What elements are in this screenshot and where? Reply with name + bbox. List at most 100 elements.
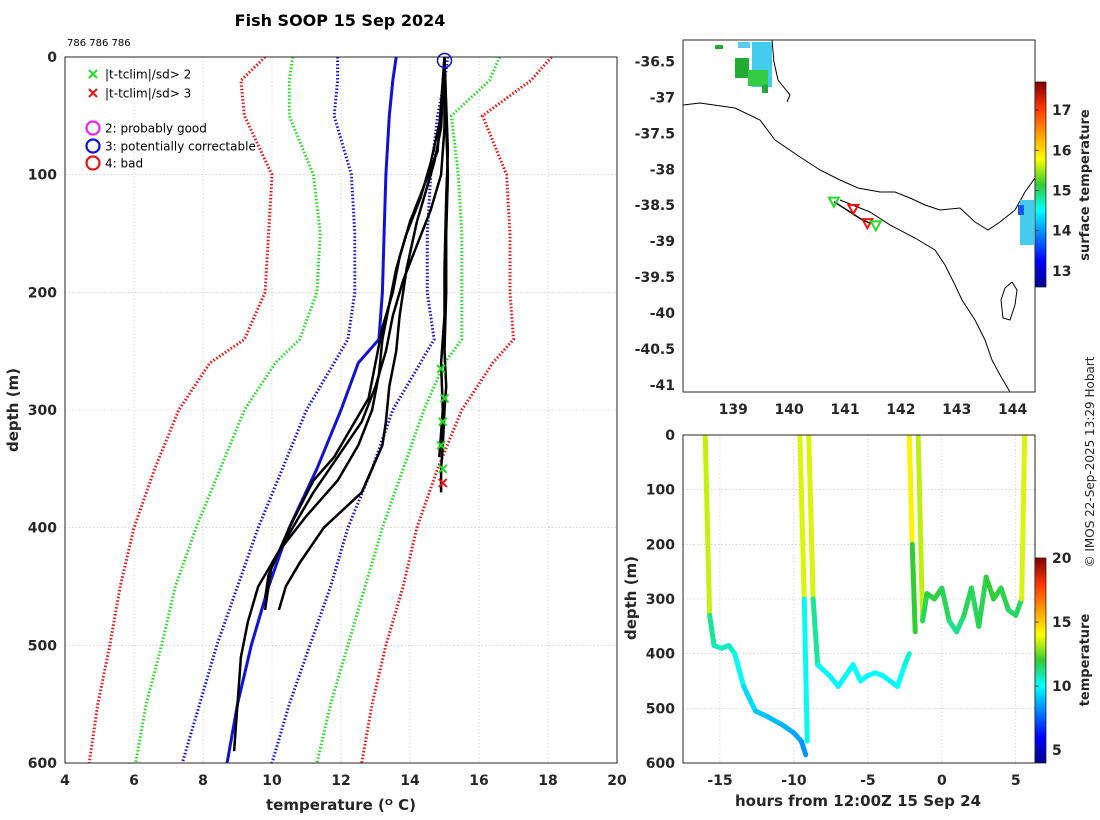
clim-mean+2sd xyxy=(315,57,502,763)
map-y-tick-label: -39 xyxy=(650,234,675,250)
section-colorbar xyxy=(1034,557,1047,764)
map-x-tick-label: 142 xyxy=(886,402,915,418)
climatology-lines xyxy=(87,57,553,763)
map-x-tick-label: 143 xyxy=(942,402,971,418)
section-colorbar-label: temperature xyxy=(1078,614,1093,707)
y-tick-label: 300 xyxy=(28,403,57,419)
clim-mean+1sd xyxy=(270,57,450,763)
section-x-tick-label: 5 xyxy=(1011,773,1021,789)
section-x-tick-label: 0 xyxy=(937,773,947,789)
colorbar-tick-label: 10 xyxy=(1052,679,1072,695)
y-tick-label: 500 xyxy=(28,638,57,654)
section-segment xyxy=(939,585,952,624)
map-colorbar xyxy=(1034,81,1047,288)
x-tick-label: 12 xyxy=(331,773,350,789)
x-tick-label: 8 xyxy=(198,773,208,789)
temperature-profiles xyxy=(232,57,450,752)
y-tick-label: 400 xyxy=(28,521,57,537)
legend-label: 3: potentially correctable xyxy=(105,140,256,154)
profile-line xyxy=(263,57,446,611)
clim-mean xyxy=(225,57,398,763)
section-x-tick-label: -15 xyxy=(707,773,732,789)
profile-grid xyxy=(64,56,618,764)
sst-patch xyxy=(738,42,750,48)
section-y-label: depth (m) xyxy=(622,556,640,640)
section-colorbar-ticks: 5 10 15 20 xyxy=(1035,551,1072,759)
legend: |t-tclim|/sd> 2 |t-tclim|/sd> 3 2: probabl… xyxy=(85,68,256,171)
x-tick-label: 6 xyxy=(129,773,139,789)
qc-flags xyxy=(436,52,453,488)
sst-patch xyxy=(1018,205,1024,215)
section-segment xyxy=(741,683,758,714)
flag-sd2 xyxy=(439,393,450,403)
clim-mean-1sd xyxy=(180,57,357,763)
profile-line xyxy=(232,57,446,752)
flag-sd3 xyxy=(438,478,448,488)
map-x-tick-label: 141 xyxy=(830,402,859,418)
track-marker xyxy=(860,218,875,231)
sst-patch xyxy=(735,58,749,78)
y-tick-label: 0 xyxy=(47,50,57,66)
sst-swath-east xyxy=(1018,200,1034,245)
legend-marker xyxy=(85,120,101,136)
profile-x-label: temperature (ᴼ C) xyxy=(266,796,416,814)
sst-swath-north xyxy=(715,42,772,93)
colorbar-tick-label: 17 xyxy=(1052,103,1071,119)
colorbar-tick-label: 15 xyxy=(1052,615,1071,631)
cross-stroke xyxy=(88,69,98,79)
profile-title: Fish SOOP 15 Sep 2024 xyxy=(235,11,446,30)
map-ticks: 139 140 141 142 143 144 -36.5 -37 -37.5 -38 -38.5 -… xyxy=(635,55,1028,418)
section-y-tick-label: 500 xyxy=(646,701,675,717)
coastline-mainland xyxy=(683,102,1035,231)
section-segment xyxy=(850,662,863,684)
shelf-contour xyxy=(839,199,1011,392)
section-segment xyxy=(1013,596,1025,618)
section-segment xyxy=(920,591,930,624)
section-y-tick-label: 300 xyxy=(646,592,675,608)
section-segment xyxy=(894,662,908,689)
sst-patch xyxy=(762,85,768,93)
section-segment xyxy=(998,585,1011,613)
section-segment xyxy=(707,612,717,648)
map-colorbar-ticks: 13 14 15 16 17 xyxy=(1035,103,1072,280)
map-y-tick-label: -40.5 xyxy=(635,342,675,358)
profile-y-ticks: 0 100 200 300 400 500 600 xyxy=(28,50,57,772)
cross-stroke xyxy=(438,464,448,474)
profile-line xyxy=(438,57,450,458)
profile-x-ticks: 4 6 8 10 12 14 16 18 20 xyxy=(60,773,627,789)
track-marker xyxy=(869,220,883,233)
map-y-tick-label: -36.5 xyxy=(635,55,675,71)
colorbar-tick-label: 13 xyxy=(1052,264,1071,280)
flag-potentially-correctable xyxy=(436,52,453,69)
section-segment xyxy=(906,435,915,547)
section-y-tick-label: 200 xyxy=(646,537,675,553)
king-island xyxy=(1000,281,1018,321)
colorbar-tick-label: 16 xyxy=(1052,143,1071,159)
section-segment xyxy=(983,574,997,602)
profile-panel: 4 6 8 10 12 14 16 18 20 0 100 200 300 400 500 600 temp… xyxy=(4,50,627,814)
legend-marker xyxy=(88,88,98,98)
coastline-gulf xyxy=(771,40,791,103)
cross-stroke xyxy=(439,393,450,403)
map-y-tick-label: -37 xyxy=(650,90,675,106)
flag-sd2 xyxy=(436,364,446,374)
section-y-tick-label: 600 xyxy=(646,756,675,772)
map-content xyxy=(683,40,1035,392)
section-segment xyxy=(797,435,807,602)
legend-label: 4: bad xyxy=(105,157,143,171)
section-segment xyxy=(976,574,989,629)
x-tick-label: 16 xyxy=(469,773,488,789)
y-tick-label: 200 xyxy=(28,285,57,301)
section-segment xyxy=(810,596,821,668)
map-frame xyxy=(682,39,1036,393)
map-x-tick-label: 144 xyxy=(998,402,1027,418)
legend-marker xyxy=(88,69,98,79)
x-tick-label: 18 xyxy=(538,773,557,789)
section-segment xyxy=(732,651,747,689)
legend-label: |t-tclim|/sd> 3 xyxy=(105,87,191,101)
clim-mean+3sd xyxy=(360,57,553,763)
ship-track xyxy=(827,196,883,233)
section-lines xyxy=(702,435,1028,758)
map-y-tick-label: -38.5 xyxy=(635,198,675,214)
